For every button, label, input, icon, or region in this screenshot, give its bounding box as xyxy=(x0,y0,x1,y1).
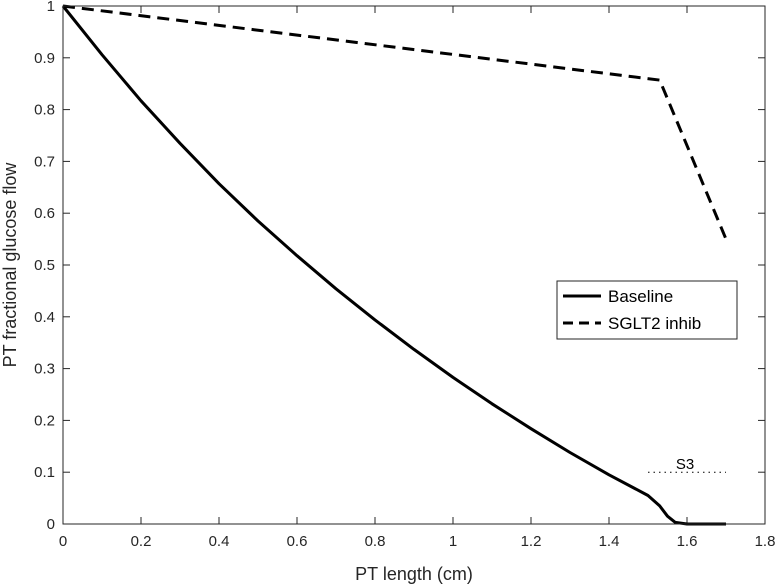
legend-label-sglt2-inhib: SGLT2 inhib xyxy=(608,314,701,333)
y-tick-label: 0.5 xyxy=(34,257,55,274)
y-tick-label: 0.1 xyxy=(34,464,55,481)
x-tick-label: 0.8 xyxy=(365,533,386,550)
x-axis-label: PT length (cm) xyxy=(355,564,473,584)
x-tick-label: 0.2 xyxy=(131,533,152,550)
x-tick-label: 0.4 xyxy=(209,533,230,550)
x-tick-label: 1.6 xyxy=(677,533,698,550)
y-tick-label: 0.6 xyxy=(34,205,55,222)
y-tick-label: 0.8 xyxy=(34,102,55,119)
x-tick-label: 0.6 xyxy=(287,533,308,550)
x-tick-label: 1.2 xyxy=(521,533,542,550)
x-tick-label: 1.4 xyxy=(599,533,620,550)
y-tick-label: 0.4 xyxy=(34,309,55,326)
axis-ticks: 0 0.2 0.4 0.6 0.8 1 1.2 1.4 1.6 1.8 0 0.1 0.2 0.3 0.4 0… xyxy=(34,0,775,550)
y-tick-label: 0 xyxy=(47,516,55,533)
legend-box xyxy=(556,280,738,340)
legend: Baseline SGLT2 inhib xyxy=(556,280,738,340)
annotation-layer: S3 xyxy=(648,456,726,473)
y-tick-label: 0.2 xyxy=(34,412,55,429)
series-line-sglt2-inhib xyxy=(62,4,728,240)
y-tick-label: 1 xyxy=(47,0,55,15)
y-axis-label: PT fractional glucose flow xyxy=(0,162,20,368)
series-layer xyxy=(61,4,728,526)
x-tick-label: 1 xyxy=(449,533,457,550)
x-tick-label: 0 xyxy=(59,533,67,550)
x-tick-label: 1.8 xyxy=(755,533,776,550)
legend-label-baseline: Baseline xyxy=(608,287,673,306)
s3-label: S3 xyxy=(676,456,694,473)
y-tick-label: 0.3 xyxy=(34,361,55,378)
y-tick-label: 0.7 xyxy=(34,153,55,170)
plot-area-frame xyxy=(62,5,766,525)
series-line-baseline xyxy=(61,5,726,526)
y-tick-label: 0.9 xyxy=(34,50,55,67)
